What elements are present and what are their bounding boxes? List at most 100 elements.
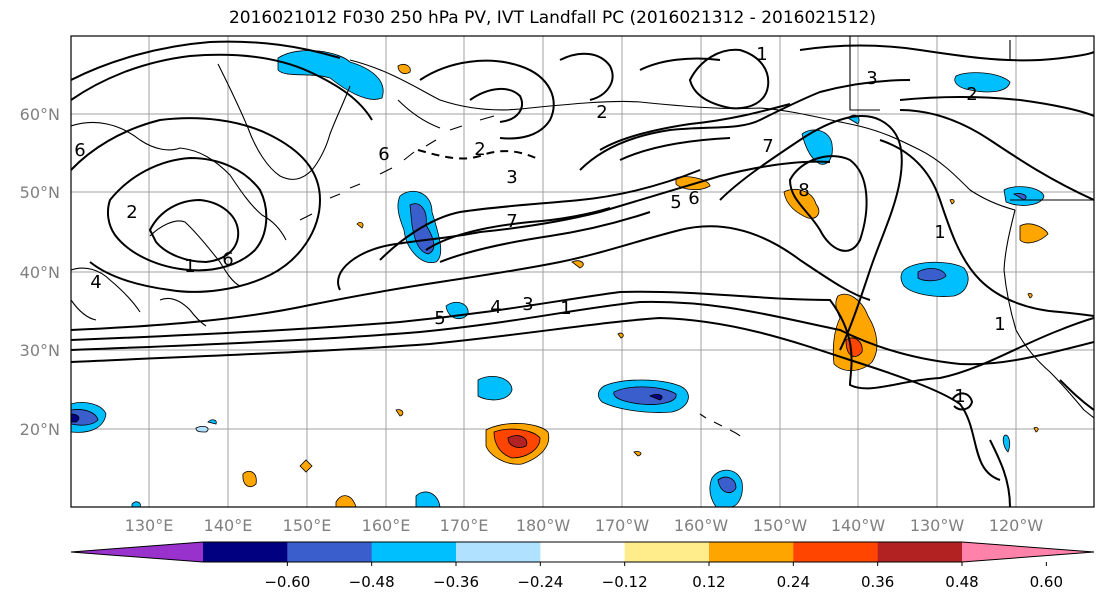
contour-label: 8 bbox=[798, 180, 809, 201]
lat-tick-label: 20°N bbox=[20, 420, 60, 439]
anomaly-positive bbox=[832, 293, 878, 371]
lon-tick-label: 170°E bbox=[440, 516, 489, 535]
lon-tick-label: 150°W bbox=[753, 516, 808, 535]
pv-contour bbox=[879, 139, 1094, 317]
anomaly-extreme-negative bbox=[71, 413, 80, 423]
anomaly-strong-negative bbox=[917, 268, 947, 282]
pv-contour bbox=[337, 160, 831, 291]
contour-label: 6 bbox=[222, 249, 233, 270]
lon-tick-label: 180°W bbox=[516, 516, 571, 535]
colorbar: −0.60 −0.48 −0.36 −0.24 −0.12 0.12 0.24 0.36 0.4… bbox=[70, 541, 1095, 591]
lon-tick-label: 160°E bbox=[362, 516, 411, 535]
colorbar-tick-label: 0.24 bbox=[777, 573, 810, 591]
graticule bbox=[71, 36, 1094, 507]
borders bbox=[849, 36, 1094, 201]
colorbar-extend-min bbox=[71, 542, 203, 562]
anomaly-positive bbox=[335, 495, 357, 507]
lat-tick-label: 30°N bbox=[20, 341, 60, 360]
contour-label: 3 bbox=[506, 167, 517, 188]
contour-label: 6 bbox=[74, 140, 85, 161]
anomaly-positive bbox=[1033, 427, 1039, 433]
pv-anomaly-shading bbox=[71, 50, 1049, 507]
pv-contour bbox=[71, 316, 1001, 481]
pv-contour bbox=[71, 300, 1094, 366]
pv-contour bbox=[379, 169, 701, 261]
contour-label: 6 bbox=[378, 144, 389, 165]
hawaii bbox=[699, 413, 741, 437]
anomaly-negative bbox=[277, 50, 384, 100]
contour-label: 1 bbox=[994, 314, 1005, 335]
pv-contour bbox=[599, 103, 791, 161]
contour-label: 2 bbox=[966, 84, 977, 105]
colorbar-segment bbox=[203, 542, 288, 562]
colorbar-segment bbox=[624, 542, 710, 562]
pv-contour bbox=[688, 48, 770, 110]
pv-contour bbox=[989, 379, 1094, 507]
lon-tick-label: 170°W bbox=[595, 516, 650, 535]
anomaly-positive bbox=[949, 199, 955, 205]
colorbar-tick-label: 0.60 bbox=[1030, 573, 1063, 591]
colorbar-tick-label: 0.48 bbox=[945, 573, 978, 591]
contour-label: 1 bbox=[184, 256, 195, 277]
contour-label: 2 bbox=[596, 102, 607, 123]
anomaly-positive bbox=[783, 188, 820, 219]
longitude-labels: 130°E 140°E 150°E 160°E 170°E 180°W 170°W 160°W… bbox=[125, 516, 1044, 535]
contour-label: 3 bbox=[522, 294, 533, 315]
latitude-labels: 60°N 50°N 40°N 30°N 20°N bbox=[20, 105, 60, 439]
pv-contour bbox=[639, 44, 1094, 71]
anomaly-strong-negative bbox=[717, 476, 737, 494]
pv-contour bbox=[71, 290, 1094, 390]
lat-tick-label: 60°N bbox=[20, 105, 60, 124]
anomaly-positive bbox=[1027, 293, 1033, 299]
anomaly-positive bbox=[395, 409, 404, 417]
lat-tick-label: 40°N bbox=[20, 263, 60, 282]
colorbar-tick-label: 0.36 bbox=[861, 573, 894, 591]
pv-contour bbox=[951, 392, 974, 411]
anomaly-negative bbox=[954, 72, 1011, 93]
contour-label: 1 bbox=[934, 222, 945, 243]
anomaly-negative bbox=[1002, 434, 1011, 453]
colorbar-segment bbox=[371, 542, 457, 562]
contour-label: 7 bbox=[506, 211, 517, 232]
colorbar-extend-max bbox=[962, 542, 1094, 562]
pv-contour bbox=[71, 117, 322, 293]
contour-label: 4 bbox=[90, 272, 101, 293]
pv-contour-dashed bbox=[417, 149, 541, 161]
anomaly-negative bbox=[477, 376, 513, 401]
pv-contour bbox=[899, 109, 1094, 201]
anomaly-negative bbox=[131, 501, 141, 507]
anomaly-positive bbox=[571, 260, 584, 269]
contour-label: 5 bbox=[670, 192, 681, 213]
lon-tick-label: 130°E bbox=[125, 516, 174, 535]
map-title: 2016021012 F030 250 hPa PV, IVT Landfall… bbox=[228, 8, 876, 28]
anomaly-positive bbox=[299, 459, 313, 473]
anomaly-positive bbox=[1019, 223, 1049, 244]
pv-contour bbox=[106, 156, 268, 272]
map-frame bbox=[70, 35, 1095, 508]
contour-label: 2 bbox=[474, 139, 485, 160]
colorbar-outline bbox=[70, 541, 1095, 563]
colorbar-segment bbox=[540, 542, 626, 562]
contour-label: 4 bbox=[490, 297, 501, 318]
anomaly-positive bbox=[617, 332, 624, 339]
contour-label: 3 bbox=[866, 68, 877, 89]
pv-contour bbox=[419, 59, 555, 140]
contour-label: 2 bbox=[126, 202, 137, 223]
anomaly-positive bbox=[242, 470, 257, 488]
contour-label: 5 bbox=[434, 308, 445, 329]
anomaly-very-strong-positive bbox=[507, 435, 528, 448]
anomaly-positive bbox=[397, 64, 411, 74]
colorbar-tick-label: −0.36 bbox=[433, 573, 479, 591]
asia-coastline bbox=[71, 121, 287, 321]
anomaly-strong-negative bbox=[71, 409, 99, 426]
colorbar-segment bbox=[793, 542, 879, 562]
japan-coastline bbox=[149, 220, 241, 327]
contour-label: 1 bbox=[560, 298, 571, 319]
lat-tick-label: 50°N bbox=[20, 183, 60, 202]
anomaly-positive bbox=[356, 221, 364, 229]
colorbar-segment bbox=[456, 542, 541, 562]
pv-contour bbox=[425, 207, 651, 263]
pv-contours bbox=[71, 40, 1094, 507]
